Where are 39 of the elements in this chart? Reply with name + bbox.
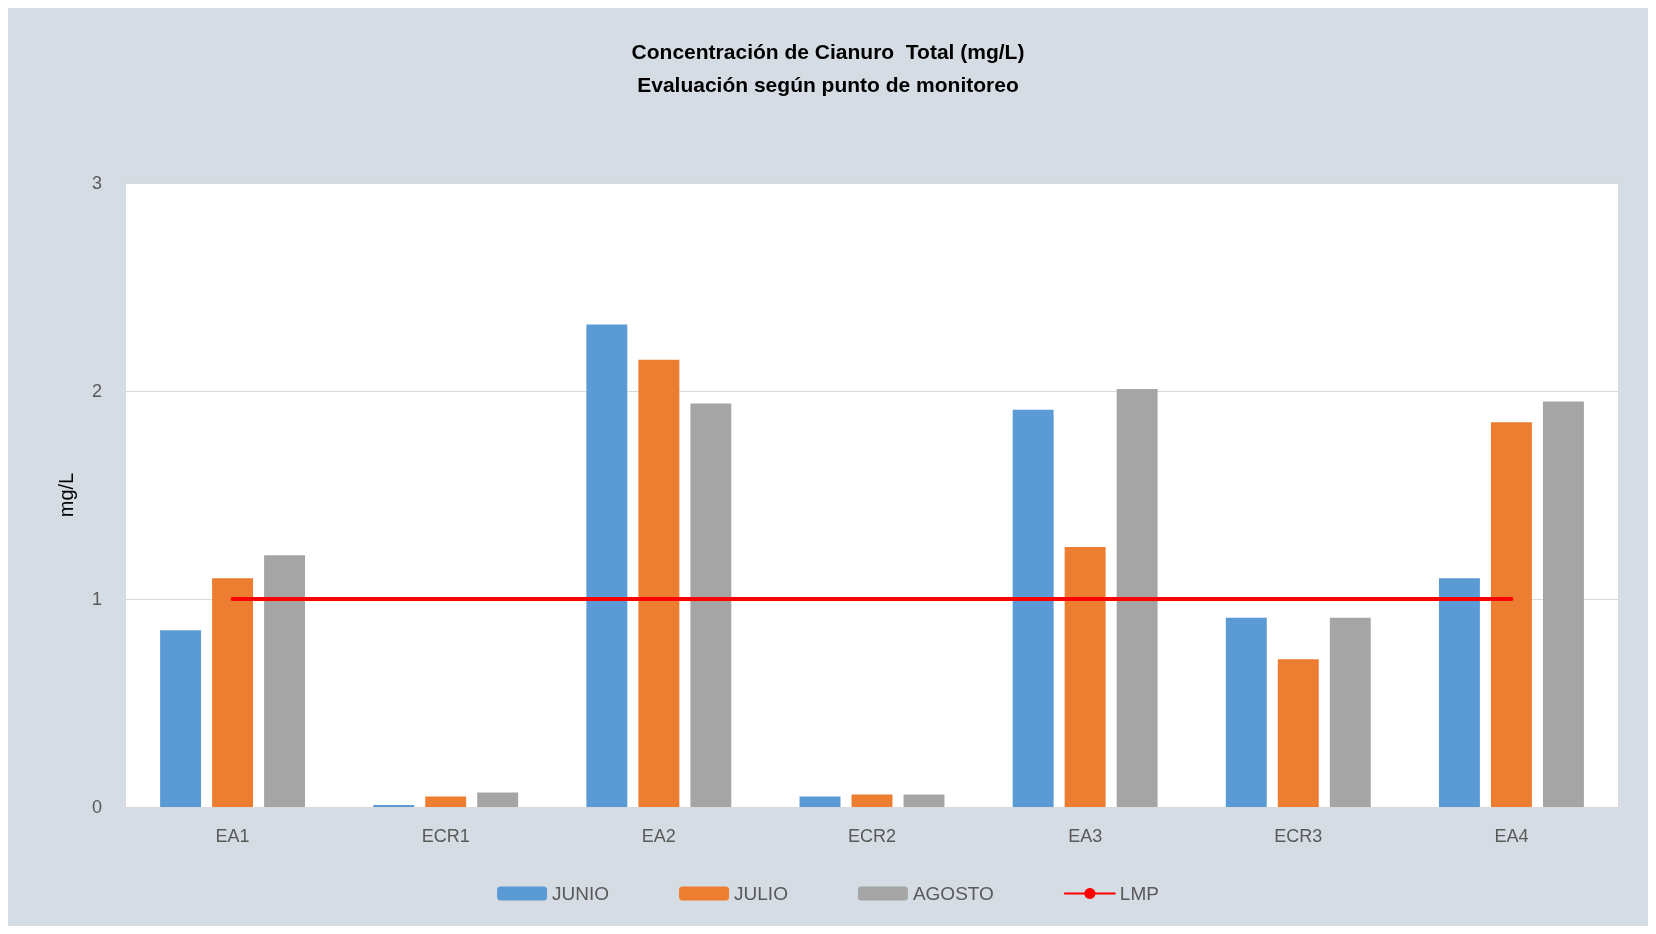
bar	[160, 630, 202, 807]
y-tick-label: 0	[91, 797, 102, 817]
bar	[1064, 547, 1106, 807]
bar	[1490, 422, 1532, 807]
legend-label: LMP	[1119, 883, 1159, 904]
legend-label: JUNIO	[552, 883, 610, 904]
bar	[373, 804, 415, 807]
legend-label: JULIO	[734, 883, 788, 904]
x-tick-label: EA3	[1068, 826, 1103, 846]
bar	[1329, 617, 1371, 807]
bar	[264, 555, 306, 807]
chart-title: Concentración de Cianuro Total (mg/L)	[631, 40, 1025, 63]
x-tick-label: EA2	[641, 826, 676, 846]
bar	[799, 796, 841, 807]
y-tick-label: 3	[91, 173, 102, 193]
x-tick-label: ECR3	[1274, 826, 1323, 846]
bar	[1012, 409, 1054, 807]
chart-subtitle: Evaluación según punto de monitoreo	[637, 73, 1019, 96]
bar	[212, 578, 254, 807]
x-tick-label: ECR2	[847, 826, 897, 846]
bar	[851, 794, 893, 807]
y-tick-label: 2	[91, 381, 102, 401]
y-tick-label: 1	[91, 589, 102, 609]
bar	[690, 403, 732, 807]
x-tick-label: ECR1	[421, 826, 470, 846]
bar	[1225, 617, 1267, 807]
bar	[638, 359, 680, 807]
bar	[1542, 401, 1584, 807]
bar	[903, 794, 945, 807]
x-tick-label: EA4	[1494, 826, 1529, 846]
y-axis-title: mg/L	[55, 472, 77, 518]
bar	[1116, 388, 1158, 807]
legend-label: AGOSTO	[912, 883, 994, 904]
bar	[586, 324, 628, 807]
bar	[477, 792, 519, 807]
x-tick-label: EA1	[215, 826, 250, 846]
bar	[1277, 659, 1319, 807]
bar	[425, 796, 467, 807]
bar	[1438, 578, 1480, 807]
